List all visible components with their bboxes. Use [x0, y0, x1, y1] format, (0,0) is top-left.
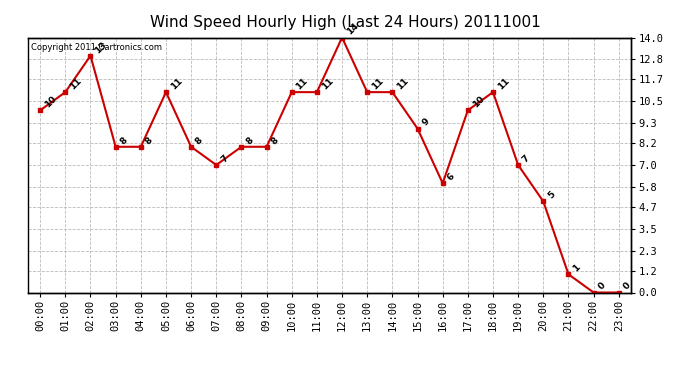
Text: 10: 10: [471, 94, 486, 110]
Text: 5: 5: [546, 190, 557, 201]
Text: 10: 10: [43, 94, 58, 110]
Text: 0: 0: [596, 281, 607, 292]
Text: 7: 7: [521, 153, 532, 164]
Text: 8: 8: [119, 135, 129, 146]
Text: 8: 8: [269, 135, 280, 146]
Text: 11: 11: [370, 76, 385, 92]
Text: 9: 9: [420, 117, 431, 128]
Text: 11: 11: [295, 76, 310, 92]
Text: 8: 8: [144, 135, 155, 146]
Text: 13: 13: [93, 40, 108, 55]
Text: 11: 11: [319, 76, 335, 92]
Text: Wind Speed Hourly High (Last 24 Hours) 20111001: Wind Speed Hourly High (Last 24 Hours) 2…: [150, 15, 540, 30]
Text: 11: 11: [169, 76, 184, 92]
Text: 1: 1: [571, 263, 582, 273]
Text: 8: 8: [244, 135, 255, 146]
Text: 6: 6: [446, 172, 456, 182]
Text: 8: 8: [194, 135, 205, 146]
Text: 7: 7: [219, 153, 230, 164]
Text: 14: 14: [345, 21, 360, 37]
Text: Copyright 2011 Cartronics.com: Copyright 2011 Cartronics.com: [30, 43, 161, 52]
Text: 11: 11: [395, 76, 411, 92]
Text: 11: 11: [68, 76, 83, 92]
Text: 0: 0: [622, 281, 632, 292]
Text: 11: 11: [496, 76, 511, 92]
